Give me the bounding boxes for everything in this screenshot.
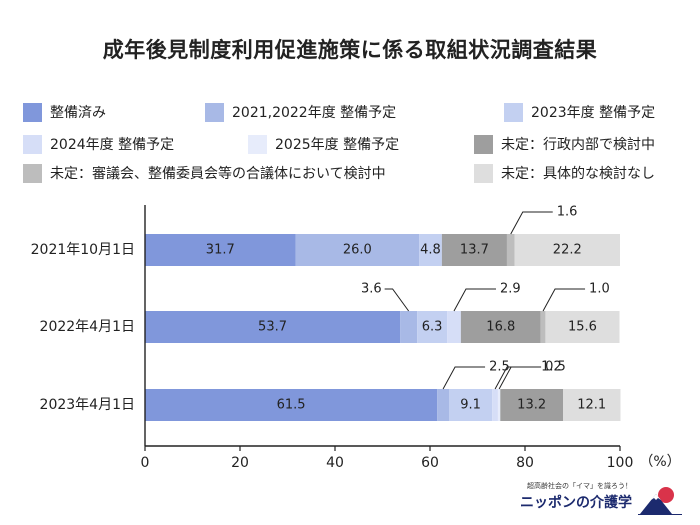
legend-item-4: 2024年度 整備予定: [23, 134, 174, 154]
data-label: 31.7: [206, 243, 235, 258]
x-tick-label: 0: [141, 455, 150, 471]
bar-segment: [563, 389, 621, 421]
callout-label: 1.0: [589, 282, 610, 297]
bar-segment: [545, 311, 620, 343]
category-label: 2021年10月1日: [31, 242, 135, 258]
callout-label: 0.5: [545, 360, 566, 375]
bar-segment: [447, 311, 461, 343]
bar-segment: [419, 234, 442, 266]
bar-segment: [506, 234, 515, 266]
callout-line: [384, 288, 410, 312]
bar-segment: [145, 234, 296, 266]
legend-item-3: 2023年度 整備予定: [504, 102, 655, 122]
callout-line: [453, 288, 496, 312]
x-tick-label: 80: [516, 455, 534, 471]
category-label: 2022年4月1日: [40, 319, 135, 335]
bar-segment: [295, 234, 420, 266]
data-label: 53.7: [258, 320, 287, 335]
data-label: 9.1: [460, 398, 481, 413]
data-label: 13.2: [517, 398, 546, 413]
data-label: 13.7: [460, 243, 489, 258]
x-axis-unit: （%）: [639, 454, 680, 470]
callout-label: 2.9: [500, 282, 521, 297]
callout-line: [498, 366, 542, 390]
legend-label: 2021,2022年度 整備予定: [232, 105, 397, 121]
bar-segment: [145, 389, 438, 421]
data-label: 16.8: [486, 320, 515, 335]
legend-item-1: 整備済み: [23, 102, 106, 122]
data-label: 22.2: [553, 243, 582, 258]
data-label: 12.1: [577, 398, 606, 413]
mount-fuji-icon: [638, 487, 682, 515]
legend-swatch: [23, 134, 42, 154]
callout-label: 1.6: [557, 205, 578, 220]
data-label: 4.8: [420, 243, 441, 258]
legend-swatch: [474, 163, 493, 183]
legend-item-6: 未定：行政内部で検討中: [474, 134, 655, 154]
bar-segment: [500, 389, 563, 421]
category-label: 2023年4月1日: [40, 397, 135, 413]
brand-name: ニッポンの介護学: [520, 495, 632, 511]
legend-swatch: [474, 134, 493, 154]
data-label: 6.3: [422, 320, 443, 335]
bar-segment: [437, 389, 449, 421]
legend-label: 整備済み: [50, 105, 106, 121]
brand-tagline: 超高齢社会の「イマ」を識ろう！: [527, 482, 632, 490]
callout-label: 1.2: [541, 360, 562, 375]
bar-segment: [400, 311, 418, 343]
bar-segment: [417, 311, 448, 343]
legend-swatch: [23, 102, 42, 122]
legend-swatch: [23, 163, 42, 183]
chart-title: 成年後見制度利用促進施策に係る取組状況調査結果: [102, 38, 598, 62]
callout-line: [542, 288, 586, 312]
legend-item-2: 2021,2022年度 整備予定: [205, 102, 396, 122]
bar-segment: [441, 234, 507, 266]
callout-line: [510, 211, 553, 235]
legend-label: 2023年度 整備予定: [531, 105, 656, 121]
x-tick-label: 100: [607, 455, 634, 471]
data-label: 61.5: [277, 398, 306, 413]
legend-label: 未定：行政内部で検討中: [501, 137, 655, 153]
data-label: 15.6: [568, 320, 597, 335]
bar-segment: [460, 311, 541, 343]
x-tick-label: 60: [421, 455, 439, 471]
legend-swatch: [205, 102, 224, 122]
bar-segment: [514, 234, 620, 266]
data-label: 26.0: [343, 243, 372, 258]
bar-segment: [145, 311, 401, 343]
x-tick-label: 20: [231, 455, 249, 471]
legend-item-7: 未定：審議会、整備委員会等の合議体において検討中: [23, 163, 386, 183]
bar-segment: [449, 389, 493, 421]
legend-swatch: [248, 134, 267, 154]
callout-label: 3.6: [361, 282, 382, 297]
legend-item-8: 未定：具体的な検討なし: [474, 163, 655, 183]
legend-label: 2025年度 整備予定: [275, 137, 400, 153]
legend-item-5: 2025年度 整備予定: [248, 134, 399, 154]
bar-segment: [540, 311, 546, 343]
legend-swatch: [504, 102, 523, 122]
legend-label: 未定：具体的な検討なし: [501, 166, 655, 182]
bar-segment: [497, 389, 501, 421]
brand-logo: 超高齢社会の「イマ」を識ろう！ ニッポンの介護学: [520, 481, 688, 517]
callout-line: [442, 366, 486, 390]
bar-segment: [492, 389, 498, 421]
legend-label: 2024年度 整備予定: [50, 137, 175, 153]
x-tick-label: 40: [326, 455, 344, 471]
legend-label: 未定：審議会、整備委員会等の合議体において検討中: [50, 166, 386, 182]
